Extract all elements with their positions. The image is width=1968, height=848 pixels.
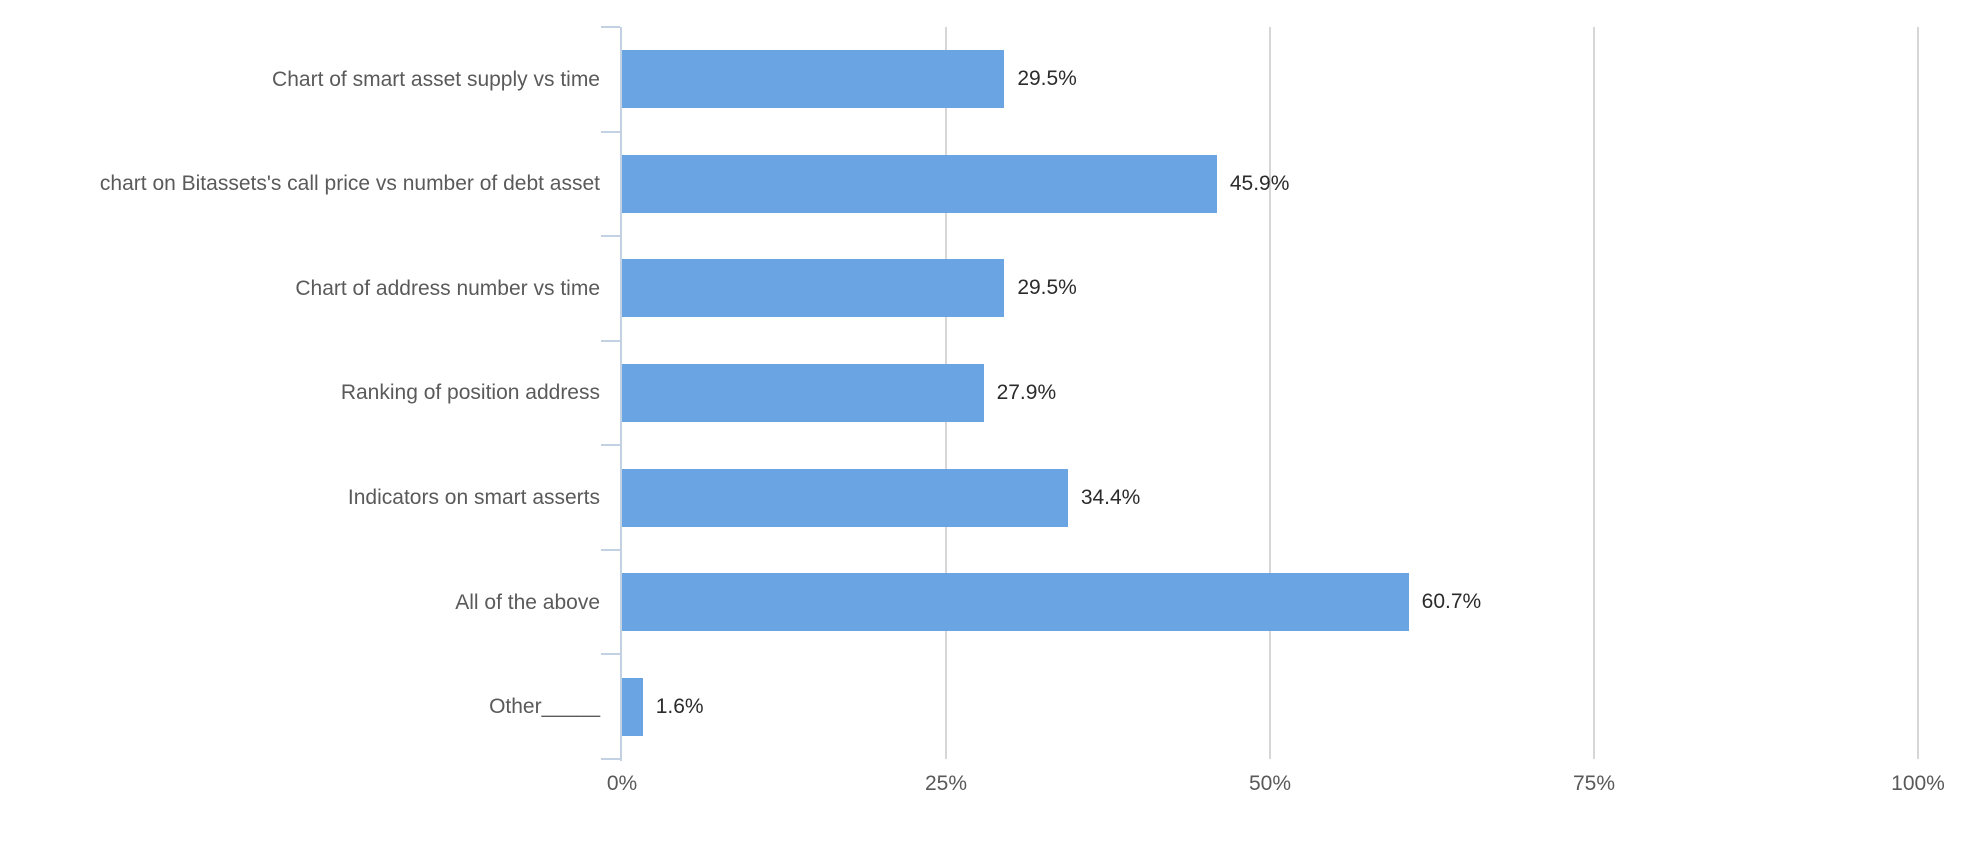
category-label: Chart of address number vs time — [295, 276, 600, 300]
value-label: 60.7% — [1421, 590, 1482, 614]
category-label: chart on Bitassets's call price vs numbe… — [99, 172, 600, 196]
category-axis-tick — [601, 235, 620, 238]
value-label: 27.9% — [996, 380, 1057, 404]
category-axis-tick — [601, 130, 620, 133]
value-label: 34.4% — [1080, 485, 1141, 509]
category-axis-tick — [601, 26, 620, 28]
category-axis-tick — [601, 653, 620, 656]
category-axis-tick — [601, 444, 620, 447]
category-axis-tick — [601, 548, 620, 551]
bar-1 — [622, 50, 1005, 109]
x-axis-tick-label: 25% — [924, 772, 968, 795]
value-label: 1.6% — [655, 694, 704, 718]
value-label: 29.5% — [1017, 276, 1077, 300]
category-axis-tick — [601, 758, 620, 760]
bar-3 — [622, 259, 1005, 318]
bar-5 — [622, 468, 1068, 527]
chart-row: Indicators on smart asserts 34.4% — [0, 445, 1968, 550]
category-axis-line — [620, 27, 622, 761]
x-axis-tick-label: 0% — [606, 772, 638, 795]
chart-row: Ranking of position address 27.9% — [0, 341, 1968, 446]
chart-row: chart on Bitassets's call price vs numbe… — [0, 132, 1968, 237]
category-label: All of the above — [455, 590, 600, 614]
bar-2 — [622, 154, 1217, 213]
chart-row: Chart of smart asset supply vs time 29.5% — [0, 27, 1968, 132]
chart-row: Chart of address number vs time 29.5% — [0, 236, 1968, 341]
bar-4 — [622, 363, 984, 422]
bar-7 — [622, 677, 643, 736]
category-label: Other_____ — [489, 695, 600, 719]
x-axis-tick-label: 100% — [1891, 772, 1945, 795]
chart-row: Other_____ 1.6% — [0, 654, 1968, 759]
chart-row: All of the above 60.7% — [0, 550, 1968, 655]
category-label: Ranking of position address — [340, 381, 600, 405]
x-axis-tick-label: 75% — [1572, 772, 1616, 795]
category-axis-tick — [601, 339, 620, 342]
value-label: 29.5% — [1017, 67, 1077, 91]
category-label: Chart of smart asset supply vs time — [272, 67, 600, 91]
x-axis-tick-label: 50% — [1248, 772, 1292, 795]
value-label: 45.9% — [1229, 171, 1290, 195]
bar-6 — [622, 573, 1409, 632]
category-label: Indicators on smart asserts — [347, 485, 600, 509]
